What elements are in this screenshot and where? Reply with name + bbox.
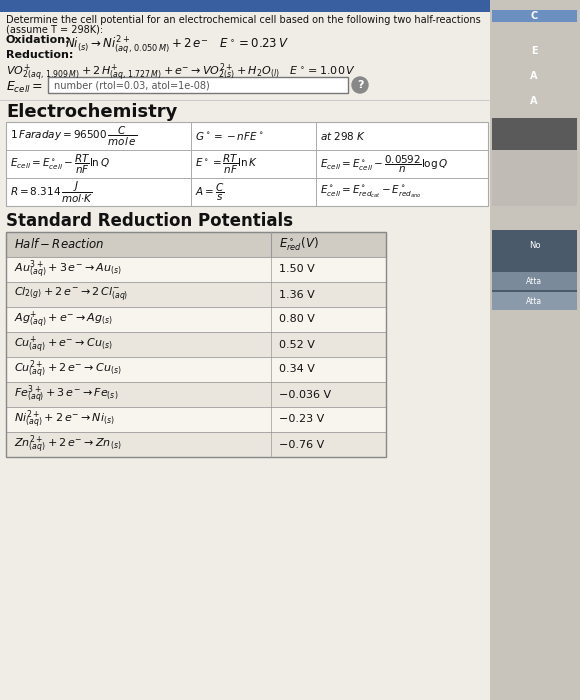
Text: $E_{cell} = E^\circ_{cell} - \dfrac{0.0592}{n}\log Q$: $E_{cell} = E^\circ_{cell} - \dfrac{0.05… bbox=[320, 153, 448, 174]
FancyBboxPatch shape bbox=[492, 292, 577, 310]
Text: $R = 8.314\,\dfrac{J}{mol{\cdot}K}$: $R = 8.314\,\dfrac{J}{mol{\cdot}K}$ bbox=[10, 179, 93, 204]
Text: $E^\circ = \dfrac{RT}{nF}\ln K$: $E^\circ = \dfrac{RT}{nF}\ln K$ bbox=[195, 153, 258, 176]
Text: $G^\circ = -nFE^\circ$: $G^\circ = -nFE^\circ$ bbox=[195, 130, 264, 142]
Text: $Cl_{2(g)} + 2\,e^{-} \rightarrow 2\,Cl^{-}_{(aq)}$: $Cl_{2(g)} + 2\,e^{-} \rightarrow 2\,Cl^… bbox=[14, 286, 128, 303]
FancyBboxPatch shape bbox=[492, 90, 577, 112]
FancyBboxPatch shape bbox=[492, 10, 577, 22]
FancyBboxPatch shape bbox=[6, 122, 488, 206]
Text: 1.36 V: 1.36 V bbox=[279, 290, 315, 300]
FancyBboxPatch shape bbox=[492, 150, 577, 178]
FancyBboxPatch shape bbox=[492, 230, 577, 310]
FancyBboxPatch shape bbox=[492, 40, 577, 62]
Text: $\mathit{at\ 298\ K}$: $\mathit{at\ 298\ K}$ bbox=[320, 130, 367, 142]
Text: $E_{cell} = E^\circ_{cell} - \dfrac{RT}{nF}\ln Q$: $E_{cell} = E^\circ_{cell} - \dfrac{RT}{… bbox=[10, 153, 110, 176]
Text: $E^\circ_{cell} = E^\circ_{red_{cat}} - E^\circ_{red_{ano}}$: $E^\circ_{cell} = E^\circ_{red_{cat}} - … bbox=[320, 184, 422, 200]
FancyBboxPatch shape bbox=[492, 118, 577, 140]
Text: 0.52 V: 0.52 V bbox=[279, 340, 315, 349]
Text: $Cu^{2+}_{(aq)} + 2\,e^{-} \rightarrow Cu_{(s)}$: $Cu^{2+}_{(aq)} + 2\,e^{-} \rightarrow C… bbox=[14, 358, 122, 381]
Text: Atta: Atta bbox=[526, 276, 542, 286]
FancyBboxPatch shape bbox=[48, 77, 348, 93]
Text: $VO^{+}_{2(aq,\,1.909\,M)} + 2\,H^{+}_{(aq,\,1.727\,M)} + e^{-}\rightarrow VO^{2: $VO^{+}_{2(aq,\,1.909\,M)} + 2\,H^{+}_{(… bbox=[6, 62, 356, 84]
Text: Oxidation:: Oxidation: bbox=[6, 35, 71, 45]
FancyBboxPatch shape bbox=[6, 432, 386, 457]
FancyBboxPatch shape bbox=[492, 122, 577, 150]
Text: $Ni^{2+}_{(aq)} + 2\,e^{-} \rightarrow Ni_{(s)}$: $Ni^{2+}_{(aq)} + 2\,e^{-} \rightarrow N… bbox=[14, 408, 115, 430]
Text: (assume T = 298K):: (assume T = 298K): bbox=[6, 24, 103, 34]
Text: $E_{cell} = $: $E_{cell} = $ bbox=[6, 80, 43, 95]
Text: Determine the cell potential for an electrochemical cell based on the following : Determine the cell potential for an elec… bbox=[6, 15, 481, 25]
Text: 1.50 V: 1.50 V bbox=[279, 265, 315, 274]
Text: Reduction:: Reduction: bbox=[6, 50, 74, 60]
FancyBboxPatch shape bbox=[6, 407, 386, 432]
FancyBboxPatch shape bbox=[6, 232, 386, 257]
FancyBboxPatch shape bbox=[0, 0, 580, 12]
Text: number (rtol=0.03, atol=1e-08): number (rtol=0.03, atol=1e-08) bbox=[54, 80, 210, 90]
FancyBboxPatch shape bbox=[492, 178, 577, 206]
Text: A: A bbox=[530, 96, 538, 106]
Text: C: C bbox=[530, 11, 538, 21]
FancyBboxPatch shape bbox=[490, 0, 580, 700]
FancyBboxPatch shape bbox=[6, 382, 386, 407]
FancyBboxPatch shape bbox=[6, 357, 386, 382]
Text: $Ag^{+}_{(aq)} + e^{-} \rightarrow Ag_{(s)}$: $Ag^{+}_{(aq)} + e^{-} \rightarrow Ag_{(… bbox=[14, 309, 113, 330]
FancyBboxPatch shape bbox=[6, 332, 386, 357]
Text: A: A bbox=[530, 71, 538, 81]
Text: E: E bbox=[531, 46, 537, 56]
Text: $1\,Faraday = 96500\,\dfrac{C}{mol\,e}$: $1\,Faraday = 96500\,\dfrac{C}{mol\,e}$ bbox=[10, 125, 137, 148]
FancyBboxPatch shape bbox=[6, 282, 386, 307]
FancyBboxPatch shape bbox=[6, 257, 386, 282]
Text: $Zn^{2+}_{(aq)} + 2\,e^{-} \rightarrow Zn_{(s)}$: $Zn^{2+}_{(aq)} + 2\,e^{-} \rightarrow Z… bbox=[14, 433, 121, 456]
FancyBboxPatch shape bbox=[6, 307, 386, 332]
FancyBboxPatch shape bbox=[492, 65, 577, 87]
Text: 0.34 V: 0.34 V bbox=[279, 365, 315, 374]
Text: $Fe^{3+}_{(aq)} + 3\,e^{-} \rightarrow Fe_{(s)}$: $Fe^{3+}_{(aq)} + 3\,e^{-} \rightarrow F… bbox=[14, 384, 118, 405]
Text: ?: ? bbox=[357, 80, 363, 90]
Text: No: No bbox=[529, 241, 541, 249]
Text: $Au^{3+}_{(aq)} + 3\,e^{-} \rightarrow Au_{(s)}$: $Au^{3+}_{(aq)} + 3\,e^{-} \rightarrow A… bbox=[14, 258, 122, 281]
Text: −0.76 V: −0.76 V bbox=[279, 440, 324, 449]
Text: Standard Reduction Potentials: Standard Reduction Potentials bbox=[6, 212, 293, 230]
Text: $A = \dfrac{C}{s}$: $A = \dfrac{C}{s}$ bbox=[195, 181, 224, 202]
Text: $E^\circ_{red}(V)$: $E^\circ_{red}(V)$ bbox=[279, 236, 318, 253]
Circle shape bbox=[352, 77, 368, 93]
Text: 0.80 V: 0.80 V bbox=[279, 314, 315, 325]
Text: $Half - Reaction$: $Half - Reaction$ bbox=[14, 237, 104, 251]
Text: Atta: Atta bbox=[526, 297, 542, 305]
FancyBboxPatch shape bbox=[492, 272, 577, 290]
Text: $Cu^{+}_{(aq)} + e^{-} \rightarrow Cu_{(s)}$: $Cu^{+}_{(aq)} + e^{-} \rightarrow Cu_{(… bbox=[14, 334, 113, 355]
FancyBboxPatch shape bbox=[0, 0, 490, 700]
Text: Electrochemistry: Electrochemistry bbox=[6, 103, 177, 121]
Text: $Ni_{(s)} \rightarrow Ni^{2+}_{(aq,\,0.050\,M)} + 2\,e^{-}$$\quad E^\circ = 0.23: $Ni_{(s)} \rightarrow Ni^{2+}_{(aq,\,0.0… bbox=[65, 35, 289, 57]
Text: −0.036 V: −0.036 V bbox=[279, 389, 331, 400]
Text: −0.23 V: −0.23 V bbox=[279, 414, 324, 424]
